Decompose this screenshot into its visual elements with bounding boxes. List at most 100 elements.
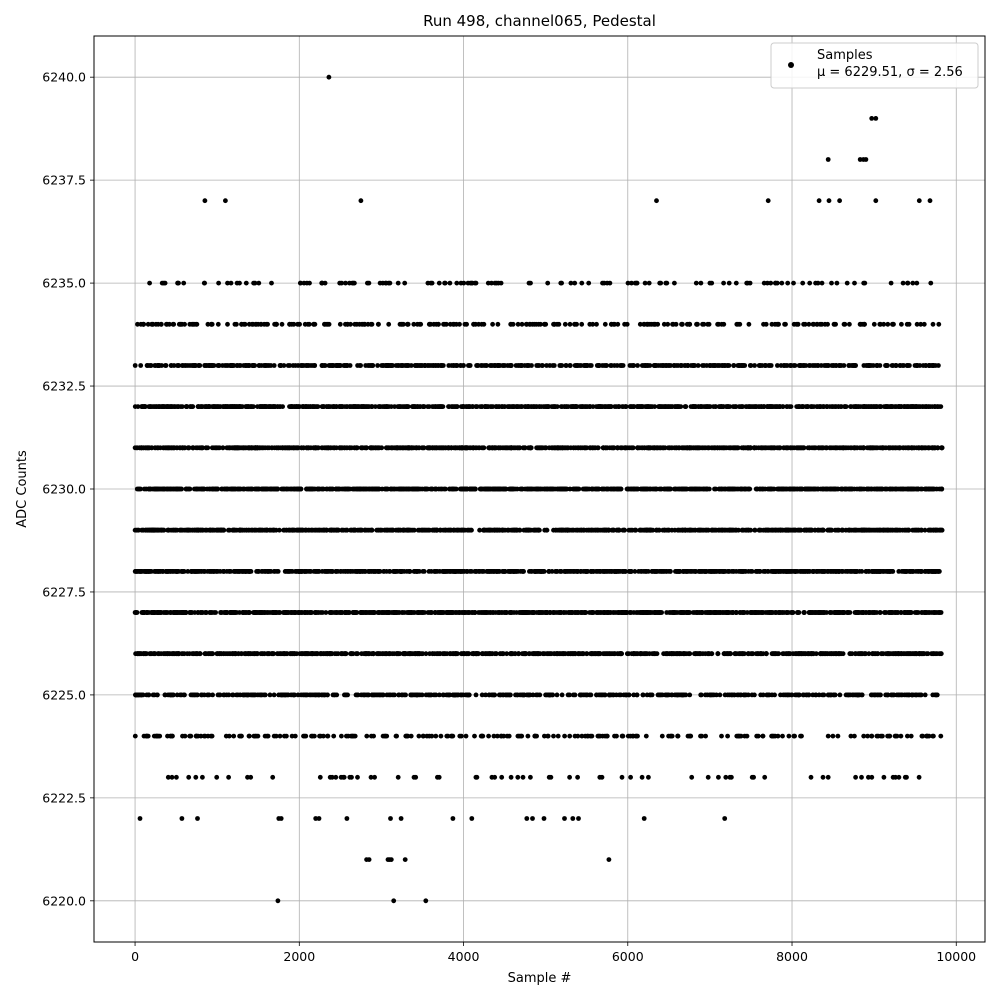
data-point (152, 693, 157, 698)
data-point (761, 569, 766, 574)
data-point (761, 651, 766, 656)
data-point (783, 693, 788, 698)
data-point (317, 693, 322, 698)
data-point (551, 734, 556, 739)
data-point (927, 610, 932, 615)
data-point (836, 487, 841, 492)
data-point (575, 775, 580, 780)
data-point (716, 775, 721, 780)
data-point (448, 528, 453, 533)
data-point (893, 651, 898, 656)
data-point (473, 651, 478, 656)
data-point (883, 693, 888, 698)
data-point (189, 569, 194, 574)
data-point (323, 569, 328, 574)
data-point (639, 528, 644, 533)
data-point (339, 734, 344, 739)
data-point (707, 487, 712, 492)
data-point (778, 610, 783, 615)
data-point (708, 610, 713, 615)
data-point (155, 610, 160, 615)
data-point (283, 651, 288, 656)
data-point (859, 775, 864, 780)
data-point (555, 651, 560, 656)
data-point (629, 569, 634, 574)
data-point (586, 528, 591, 533)
data-point (702, 569, 707, 574)
data-point (544, 528, 549, 533)
data-point (660, 734, 665, 739)
data-point (203, 610, 208, 615)
data-point (887, 734, 892, 739)
data-point (232, 610, 237, 615)
data-point (549, 775, 554, 780)
data-point (725, 734, 730, 739)
data-point (575, 734, 580, 739)
data-point (773, 734, 778, 739)
data-point (199, 528, 204, 533)
data-point (478, 610, 483, 615)
data-point (775, 651, 780, 656)
data-point (759, 610, 764, 615)
data-point (253, 610, 258, 615)
data-point (154, 734, 159, 739)
data-point (750, 693, 755, 698)
data-point (567, 775, 572, 780)
data-point (253, 651, 258, 656)
data-point (762, 775, 767, 780)
data-point (388, 569, 393, 574)
data-point (275, 569, 280, 574)
data-point (853, 651, 858, 656)
data-point (499, 734, 504, 739)
data-point (635, 651, 640, 656)
data-point (216, 528, 221, 533)
data-point (907, 693, 912, 698)
data-point (611, 528, 616, 533)
data-point (787, 734, 792, 739)
data-point (562, 734, 567, 739)
data-point (208, 528, 213, 533)
data-point (364, 734, 369, 739)
data-point (172, 651, 177, 656)
data-point (415, 569, 420, 574)
data-point (481, 528, 486, 533)
data-point (774, 569, 779, 574)
data-point (487, 693, 492, 698)
data-point (605, 734, 610, 739)
data-point (409, 693, 414, 698)
data-point (839, 651, 844, 656)
data-point (668, 734, 673, 739)
data-point (675, 734, 680, 739)
data-point (396, 610, 401, 615)
data-point (396, 775, 401, 780)
data-point (790, 693, 795, 698)
data-point (393, 569, 398, 574)
data-point (635, 693, 640, 698)
data-point (634, 528, 639, 533)
data-point (596, 651, 601, 656)
data-point (805, 569, 810, 574)
data-point (710, 569, 715, 574)
data-point (358, 528, 363, 533)
data-point (826, 775, 831, 780)
data-point (318, 610, 323, 615)
data-point (539, 569, 544, 574)
data-point (490, 651, 495, 656)
data-point (594, 693, 599, 698)
data-point (607, 693, 612, 698)
data-point (676, 528, 681, 533)
data-point (214, 775, 219, 780)
data-point (866, 610, 871, 615)
data-point (563, 569, 568, 574)
data-point (462, 651, 467, 656)
data-point (270, 651, 275, 656)
data-point (376, 610, 381, 615)
data-point (343, 651, 348, 656)
data-point (298, 610, 303, 615)
data-point (366, 693, 371, 698)
data-point (458, 569, 463, 574)
data-point (165, 734, 170, 739)
data-point (818, 528, 823, 533)
